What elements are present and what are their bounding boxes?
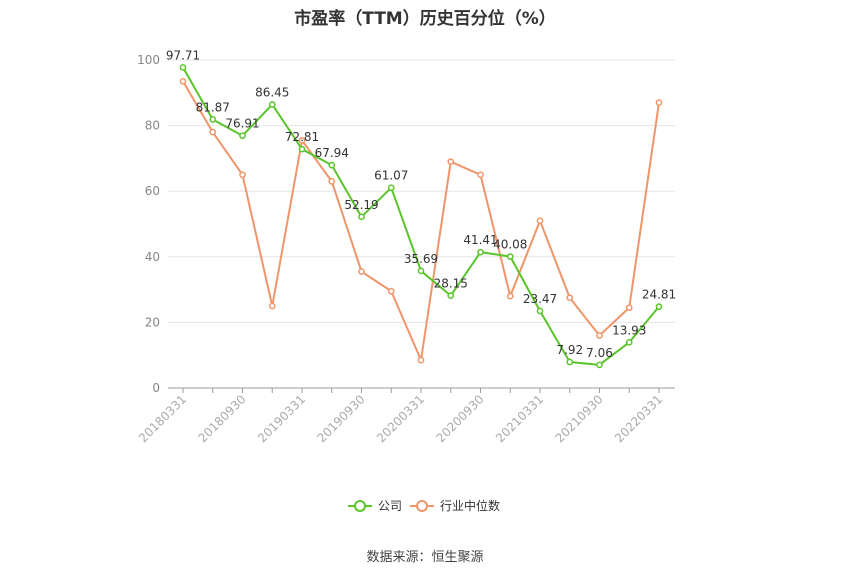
- x-tick-label: 20180331: [136, 392, 189, 445]
- x-tick-label: 20190930: [315, 392, 368, 445]
- data-point: [625, 338, 633, 346]
- data-point: [506, 292, 514, 300]
- data-label: 7.06: [586, 346, 613, 360]
- data-label: 81.87: [196, 100, 230, 114]
- data-point: [566, 294, 574, 302]
- data-point: [268, 302, 276, 310]
- data-point: [179, 77, 187, 85]
- data-point: [477, 248, 484, 256]
- y-tick-label: 0: [152, 381, 160, 395]
- data-label: 24.81: [642, 288, 676, 302]
- chart-title: 市盈率（TTM）历史百分位（%）: [294, 9, 556, 29]
- data-point: [209, 128, 217, 136]
- x-tick-label: 20190331: [255, 392, 308, 445]
- x-tick-label: 20210331: [493, 392, 546, 445]
- x-tick-label: 20200331: [374, 392, 427, 445]
- data-label: 52.19: [344, 198, 378, 212]
- y-tick-label: 40: [145, 250, 160, 264]
- data-point: [239, 171, 246, 179]
- data-point: [655, 99, 663, 106]
- data-point: [447, 292, 455, 300]
- data-point: [209, 116, 217, 123]
- data-point: [387, 184, 395, 192]
- data-point: [596, 332, 603, 339]
- data-point: [536, 217, 544, 225]
- x-tick-label: 20220331: [612, 392, 665, 445]
- legend-company-label: 公司: [378, 499, 402, 513]
- data-label: 40.08: [493, 238, 527, 252]
- data-point: [239, 132, 246, 140]
- data-point: [298, 145, 306, 153]
- legend-industry-median-label: 行业中位数: [440, 498, 500, 513]
- data-point: [179, 64, 187, 71]
- data-point: [655, 303, 663, 310]
- data-point: [358, 213, 365, 221]
- x-tick-label: 20210930: [553, 392, 606, 445]
- data-label: 41.41: [463, 233, 497, 247]
- data-label: 76.91: [225, 117, 259, 131]
- data-point: [596, 361, 603, 369]
- data-point: [417, 267, 425, 275]
- data-point: [566, 358, 574, 366]
- data-point: [536, 307, 544, 315]
- data-point: [328, 178, 336, 185]
- data-point: [328, 161, 336, 169]
- y-tick-label: 100: [137, 53, 160, 67]
- data-label: 13.93: [612, 323, 646, 337]
- y-tick-label: 80: [145, 119, 160, 133]
- data-point: [387, 287, 395, 295]
- data-label: 97.71: [166, 49, 200, 63]
- data-label: 67.94: [315, 146, 349, 160]
- data-point: [417, 356, 425, 364]
- data-label: 86.45: [255, 85, 289, 99]
- y-tick-label: 20: [145, 315, 160, 329]
- x-tick-label: 20180930: [196, 392, 249, 445]
- data-point: [358, 268, 365, 275]
- x-tick-label: 20200930: [434, 392, 487, 445]
- data-point: [298, 137, 306, 144]
- legend-company-marker: [354, 500, 366, 512]
- legend-industry-median-marker: [416, 500, 428, 512]
- data-point: [447, 158, 455, 166]
- data-point: [506, 253, 514, 260]
- data-label: 72.81: [285, 130, 319, 144]
- y-tick-label: 60: [145, 184, 160, 198]
- data-label: 7.92: [556, 343, 583, 357]
- data-point: [625, 304, 633, 311]
- data-label: 61.07: [374, 169, 408, 183]
- data-label: 35.69: [404, 252, 438, 266]
- source-note: 数据来源：恒生聚源: [366, 550, 484, 565]
- data-label: 28.15: [434, 277, 468, 291]
- data-label: 23.47: [523, 292, 557, 306]
- data-point: [477, 171, 484, 179]
- data-point: [268, 101, 276, 108]
